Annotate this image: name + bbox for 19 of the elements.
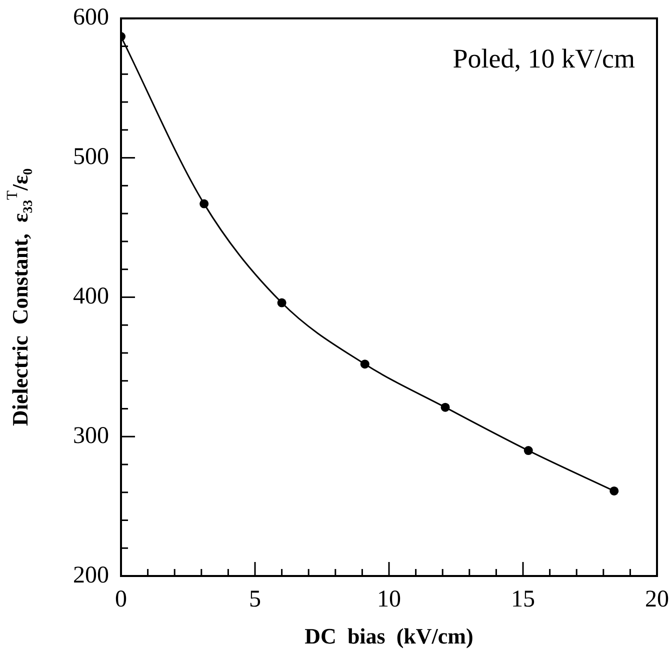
point [524, 446, 533, 456]
x-tick-label: 0 [115, 586, 127, 613]
y-tick-label: 200 [73, 562, 109, 588]
y-axis-title: Dielectric Constant, ε₃₃T/ε₀ [4, 168, 33, 426]
y-tick-label: 300 [73, 422, 109, 449]
x-tick-label: 5 [249, 586, 261, 613]
point [277, 298, 286, 308]
y-tick-label: 500 [73, 144, 109, 170]
x-axis-title: DC bias (kV/cm) [304, 623, 474, 648]
x-tick-label: 10 [377, 586, 401, 613]
point [200, 199, 209, 208]
y-tick-label: 400 [73, 283, 109, 310]
point [440, 402, 450, 412]
x-tick-label: 20 [645, 586, 669, 613]
point [360, 360, 370, 369]
y-tick-label: 600 [73, 4, 109, 31]
point [610, 486, 619, 496]
annotation: Poled, 10 kV/cm [452, 43, 635, 74]
x-tick-label: 15 [511, 586, 535, 613]
